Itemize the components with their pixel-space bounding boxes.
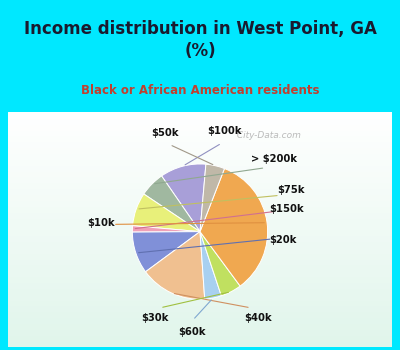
Bar xyxy=(8,170,392,176)
Bar xyxy=(8,335,392,341)
Text: $100k: $100k xyxy=(208,126,242,136)
Bar xyxy=(8,159,392,165)
Text: $60k: $60k xyxy=(178,327,206,337)
Bar xyxy=(8,323,392,329)
Bar xyxy=(8,259,392,265)
Wedge shape xyxy=(200,232,221,299)
Text: City-Data.com: City-Data.com xyxy=(234,131,300,140)
Wedge shape xyxy=(144,176,200,232)
Bar xyxy=(8,112,392,118)
Bar xyxy=(8,165,392,170)
Bar xyxy=(8,141,392,147)
Bar xyxy=(8,153,392,159)
Bar xyxy=(8,270,392,276)
Wedge shape xyxy=(162,164,206,232)
Wedge shape xyxy=(133,194,200,232)
Bar xyxy=(8,265,392,270)
Bar xyxy=(8,135,392,141)
Bar xyxy=(8,317,392,323)
Bar xyxy=(8,212,392,217)
Bar xyxy=(8,147,392,153)
Bar xyxy=(8,206,392,212)
Text: $150k: $150k xyxy=(269,203,304,214)
Bar xyxy=(8,288,392,294)
Bar xyxy=(8,118,392,124)
Bar xyxy=(8,124,392,130)
Wedge shape xyxy=(200,164,224,232)
Bar xyxy=(8,229,392,235)
Bar xyxy=(8,294,392,300)
Bar xyxy=(8,329,392,335)
Text: Income distribution in West Point, GA
(%): Income distribution in West Point, GA (%… xyxy=(24,20,376,60)
Bar xyxy=(8,276,392,282)
Bar xyxy=(8,247,392,253)
Wedge shape xyxy=(200,232,240,296)
Bar xyxy=(8,312,392,317)
Text: $30k: $30k xyxy=(141,313,168,323)
Text: Black or African American residents: Black or African American residents xyxy=(81,84,319,97)
Text: > $200k: > $200k xyxy=(251,154,297,164)
Bar xyxy=(8,188,392,194)
Bar xyxy=(8,341,392,346)
Bar xyxy=(8,306,392,312)
Bar xyxy=(8,217,392,223)
Wedge shape xyxy=(132,226,200,232)
Text: $50k: $50k xyxy=(152,128,179,138)
Bar xyxy=(8,253,392,259)
Text: $20k: $20k xyxy=(269,235,296,245)
Text: $40k: $40k xyxy=(244,313,272,323)
Bar xyxy=(8,130,392,135)
Bar xyxy=(8,200,392,206)
Bar xyxy=(8,223,392,229)
Bar xyxy=(8,176,392,182)
Bar xyxy=(8,241,392,247)
Bar xyxy=(8,300,392,306)
Wedge shape xyxy=(132,232,200,272)
Text: $10k: $10k xyxy=(87,218,115,228)
Bar xyxy=(8,182,392,188)
Bar xyxy=(8,282,392,288)
Bar xyxy=(8,235,392,241)
Text: $75k: $75k xyxy=(277,186,304,195)
Wedge shape xyxy=(200,169,268,286)
Bar xyxy=(8,194,392,200)
Wedge shape xyxy=(146,232,205,299)
